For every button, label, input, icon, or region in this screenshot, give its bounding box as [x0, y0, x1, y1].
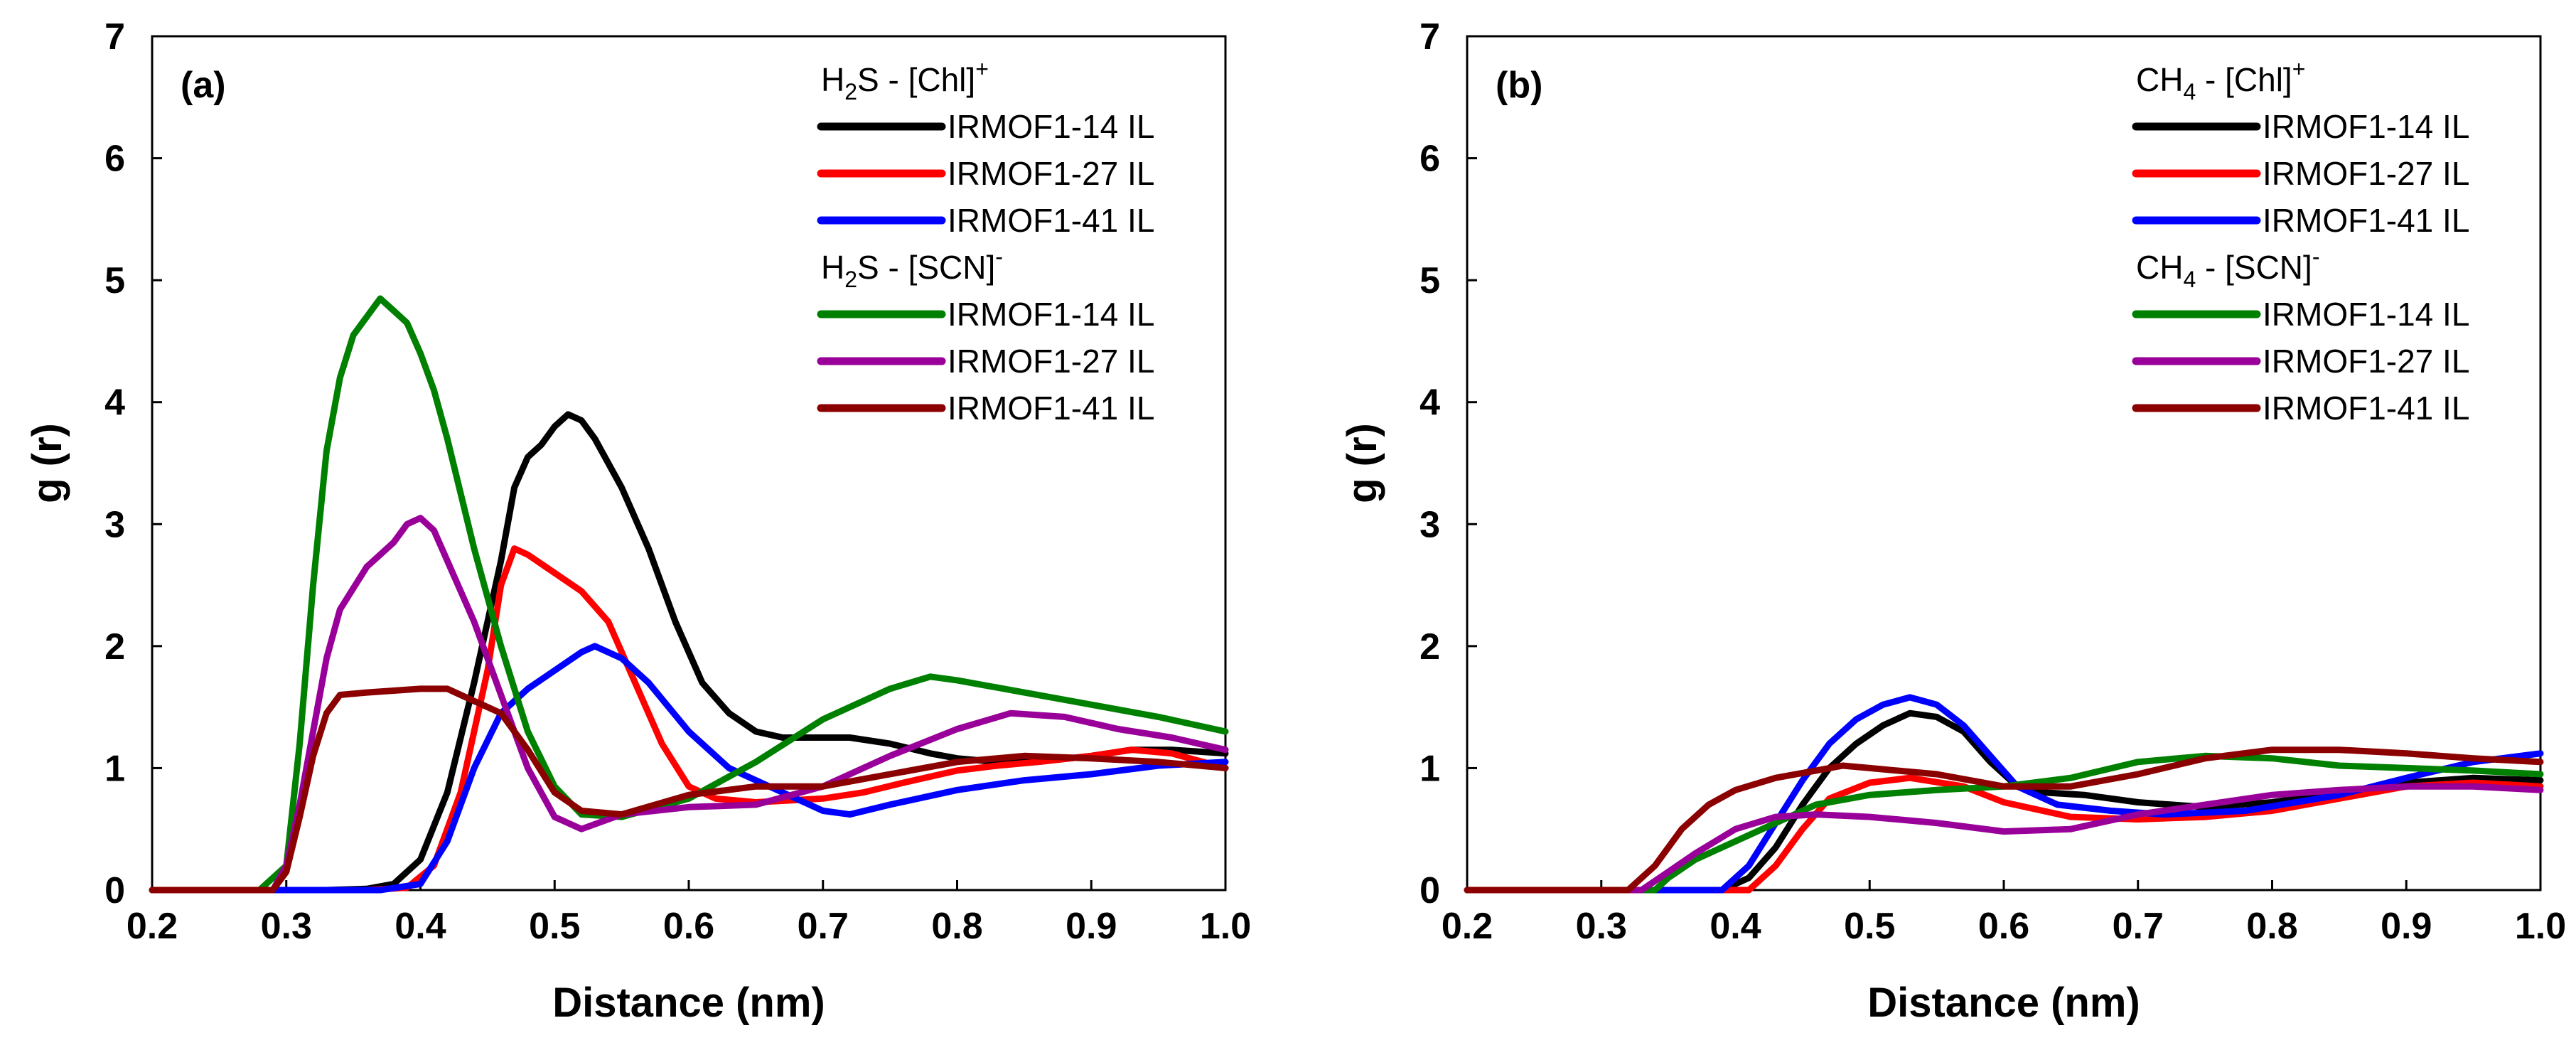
x-axis-title: Distance (nm)	[1867, 980, 2140, 1026]
x-tick-label: 0.7	[798, 906, 849, 947]
x-tick-label: 0.9	[2381, 906, 2432, 947]
x-tick-label: 0.4	[1710, 906, 1761, 947]
y-tick-label: 4	[1420, 382, 1440, 424]
legend-label: IRMOF1-41 IL	[2263, 202, 2469, 239]
legend-group-title: CH4 - [Chl]+	[2136, 56, 2305, 105]
y-axis-title: g (r)	[1339, 423, 1385, 503]
legend-label: IRMOF1-41 IL	[2263, 390, 2469, 427]
x-axis-title: Distance (nm)	[552, 980, 825, 1026]
legend-label: IRMOF1-14 IL	[948, 108, 1154, 145]
y-tick-label: 1	[104, 748, 125, 789]
legend-label: IRMOF1-14 IL	[2263, 108, 2469, 145]
legend-group-title: CH4 - [SCN]-	[2136, 244, 2319, 292]
y-tick-label: 3	[104, 504, 125, 545]
series-line	[1464, 774, 2544, 894]
x-tick-label: 0.2	[1442, 906, 1493, 947]
x-tick-label: 0.6	[1978, 906, 2029, 947]
series-line	[149, 295, 1229, 894]
legend-group-title: H2S - [Chl]+	[821, 56, 989, 105]
panel-b: 0.2 0.3 0.4 0.5 0.6 0.7 0.8 0.9 1.0 0 1 2 3 4 5 6 7 Dista…	[1339, 16, 2566, 1026]
x-tick-label: 0.9	[1066, 906, 1117, 947]
x-tick-label: 0.8	[931, 906, 982, 947]
y-tick-label: 3	[1420, 504, 1440, 545]
x-tick-label: 0.5	[529, 906, 580, 947]
y-tick-label: 7	[1420, 16, 1440, 58]
y-tick-label: 1	[1420, 748, 1440, 789]
series-line	[1464, 694, 2544, 894]
y-axis-title: g (r)	[24, 423, 70, 503]
y-tick-label: 7	[104, 16, 125, 58]
x-tick-label: 0.2	[127, 906, 178, 947]
x-tick-label: 0.8	[2246, 906, 2297, 947]
legend-label: IRMOF1-27 IL	[948, 343, 1154, 380]
series-line	[149, 685, 1229, 894]
x-tick-label: 0.6	[663, 906, 714, 947]
x-tick-label: 1.0	[2515, 906, 2566, 947]
y-tick-label: 2	[1420, 626, 1440, 668]
series-line	[149, 545, 1229, 894]
legend-label: IRMOF1-27 IL	[948, 155, 1154, 192]
series-line	[149, 411, 1229, 894]
legend-label: IRMOF1-14 IL	[2263, 296, 2469, 333]
legend-label: IRMOF1-41 IL	[948, 390, 1154, 427]
legend-label: IRMOF1-27 IL	[2263, 343, 2469, 380]
legend-label: IRMOF1-14 IL	[948, 296, 1154, 333]
panel-label: (b)	[1496, 65, 1542, 106]
legend-group-title: H2S - [SCN]-	[821, 244, 1003, 292]
series-line	[1464, 746, 2544, 894]
y-tick-label: 0	[1420, 870, 1440, 911]
panel-a: 0.2 0.3 0.4 0.5 0.6 0.7 0.8 0.9 1.0 0 1 2 3 4 5 6 7 Dista…	[24, 16, 1251, 1026]
legend-label: IRMOF1-41 IL	[948, 202, 1154, 239]
y-tick-label: 0	[104, 870, 125, 911]
x-tick-label: 0.7	[2113, 906, 2164, 947]
y-tick-label: 4	[104, 382, 125, 424]
x-tick-label: 0.4	[395, 906, 446, 947]
y-tick-label: 5	[104, 260, 125, 301]
series-line	[1464, 783, 2544, 894]
y-tick-label: 6	[104, 139, 125, 180]
x-tick-label: 0.5	[1844, 906, 1895, 947]
y-tick-label: 5	[1420, 260, 1440, 301]
y-tick-label: 6	[1420, 139, 1440, 180]
x-tick-label: 0.3	[261, 906, 312, 947]
series-line	[149, 643, 1229, 894]
series-line	[149, 515, 1229, 894]
series-line	[1464, 709, 2544, 894]
x-tick-label: 0.3	[1576, 906, 1627, 947]
panel-label: (a)	[181, 65, 226, 106]
series-line	[1464, 752, 2544, 894]
legend-label: IRMOF1-27 IL	[2263, 155, 2469, 192]
x-tick-label: 1.0	[1200, 906, 1251, 947]
y-tick-label: 2	[104, 626, 125, 668]
